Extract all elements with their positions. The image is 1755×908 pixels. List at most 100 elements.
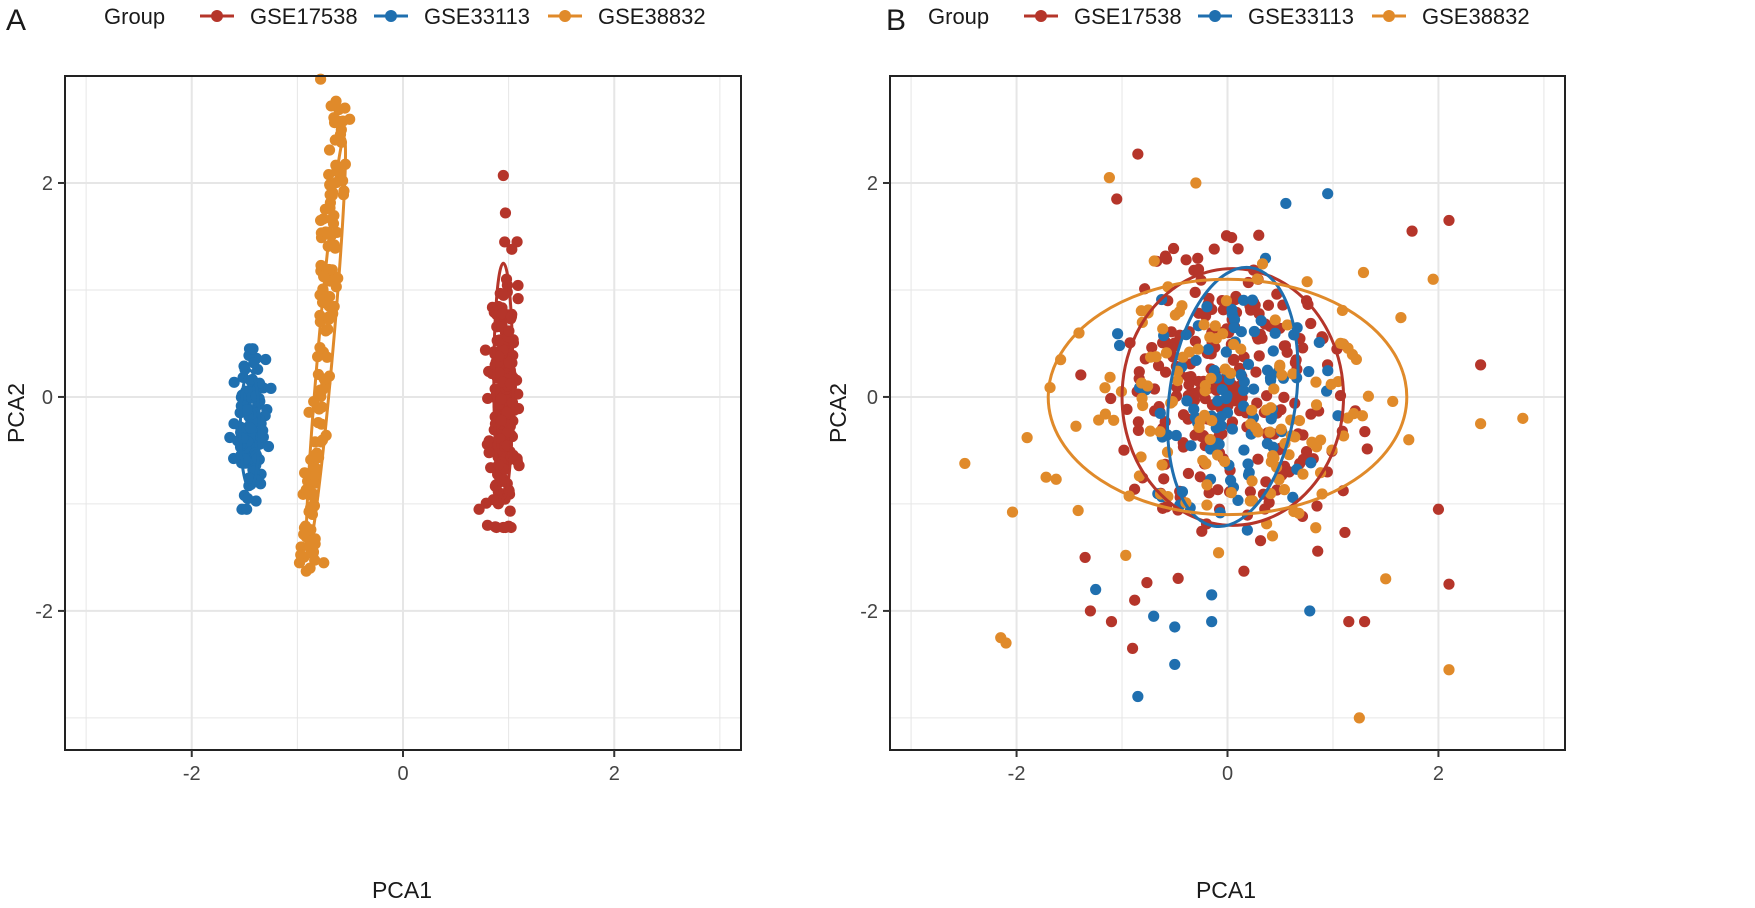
point-gse38832 bbox=[1192, 343, 1204, 355]
legend-dot-gse33113 bbox=[1209, 10, 1221, 22]
point-gse17538 bbox=[1261, 390, 1273, 402]
point-gse33113 bbox=[1201, 301, 1213, 313]
point-gse33113 bbox=[1216, 383, 1228, 396]
point-gse38832 bbox=[1246, 404, 1258, 416]
point-gse17538 bbox=[1152, 360, 1165, 372]
point-gse17538 bbox=[1361, 443, 1373, 455]
point-gse38832 bbox=[318, 557, 330, 569]
plot-area: -2 0 2 -2 0 2 bbox=[860, 75, 1566, 785]
point-gse38832 bbox=[1099, 408, 1112, 420]
legend-label-gse17538: GSE17538 bbox=[1074, 4, 1182, 29]
point-gse38832 bbox=[1293, 414, 1306, 427]
point-gse38832 bbox=[1201, 499, 1213, 511]
legend-label-gse33113: GSE33113 bbox=[424, 4, 530, 29]
pca-chart-b: B Group GSE17538 GSE33113 GSE38832 -2 0 2-… bbox=[825, 4, 1566, 903]
point-gse17538 bbox=[1359, 426, 1371, 438]
point-gse38832 bbox=[1301, 276, 1313, 288]
point-gse38832 bbox=[1357, 266, 1370, 279]
legend-title: Group bbox=[928, 4, 989, 29]
point-gse33113 bbox=[241, 404, 253, 416]
point-gse17538 bbox=[483, 435, 495, 447]
x-tick-label: 2 bbox=[1433, 763, 1444, 785]
point-gse33113 bbox=[1303, 365, 1315, 378]
y-axis-label: PCA2 bbox=[3, 383, 29, 443]
point-gse33113 bbox=[1181, 395, 1193, 407]
point-gse33113 bbox=[1090, 583, 1102, 596]
point-gse38832 bbox=[324, 179, 336, 191]
point-gse33113 bbox=[1322, 365, 1334, 377]
point-gse38832 bbox=[1212, 547, 1225, 559]
point-gse33113 bbox=[1206, 589, 1218, 601]
point-gse33113 bbox=[1169, 621, 1181, 633]
y-axis-label-b: PCA2 bbox=[825, 383, 851, 443]
point-gse33113 bbox=[1232, 494, 1244, 507]
point-gse38832 bbox=[1353, 712, 1365, 724]
legend: GSE17538 GSE33113 GSE38832 bbox=[1024, 4, 1530, 29]
ellipse-gse38832 bbox=[1046, 277, 1409, 517]
point-gse38832 bbox=[1306, 436, 1318, 448]
point-gse38832 bbox=[959, 457, 971, 470]
point-gse17538 bbox=[1312, 545, 1324, 557]
point-gse38832 bbox=[1000, 637, 1012, 649]
point-gse17538 bbox=[501, 426, 513, 439]
point-gse33113 bbox=[1206, 616, 1218, 628]
point-gse17538 bbox=[1244, 486, 1256, 498]
ellipse-gse17538 bbox=[1120, 267, 1346, 527]
point-gse38832 bbox=[1148, 255, 1160, 267]
point-gse33113 bbox=[1280, 197, 1292, 210]
point-gse38832 bbox=[1204, 433, 1216, 446]
panel-b: B Group GSE17538 GSE33113 GSE38832 -2 0 2-… bbox=[825, 0, 1755, 908]
legend-label-gse33113: GSE33113 bbox=[1248, 4, 1354, 29]
point-gse17538 bbox=[1141, 577, 1153, 589]
point-gse38832 bbox=[1337, 430, 1350, 442]
ellipse-gse38832 bbox=[304, 136, 348, 555]
point-gse38832 bbox=[1297, 468, 1309, 480]
point-gse33113 bbox=[1322, 188, 1334, 200]
point-gse38832 bbox=[1040, 471, 1052, 483]
point-gse17538 bbox=[1132, 424, 1144, 436]
point-gse38832 bbox=[1201, 479, 1213, 491]
point-gse38832 bbox=[1198, 319, 1210, 331]
point-gse38832 bbox=[328, 239, 340, 251]
point-gse38832 bbox=[1443, 664, 1455, 676]
point-gse38832 bbox=[337, 115, 349, 127]
point-gse17538 bbox=[493, 350, 505, 363]
point-gse33113 bbox=[247, 343, 259, 355]
point-gse38832 bbox=[1160, 347, 1173, 359]
point-gse38832 bbox=[1197, 454, 1209, 467]
point-gse38832 bbox=[1269, 314, 1281, 326]
point-gse17538 bbox=[1118, 444, 1130, 456]
y-tick-label: 0 bbox=[42, 387, 53, 409]
point-gse17538 bbox=[1279, 340, 1292, 352]
legend-label-gse38832: GSE38832 bbox=[1422, 4, 1530, 29]
point-gse17538 bbox=[1229, 395, 1241, 407]
point-gse38832 bbox=[1475, 418, 1487, 430]
point-gse17538 bbox=[512, 293, 524, 305]
point-gse33113 bbox=[1170, 429, 1182, 442]
point-gse17538 bbox=[1238, 565, 1250, 577]
x-tick-label: 0 bbox=[397, 763, 408, 785]
point-gse17538 bbox=[505, 521, 517, 534]
point-gse38832 bbox=[1380, 573, 1392, 585]
point-gse33113 bbox=[1214, 507, 1226, 519]
point-gse17538 bbox=[1443, 214, 1455, 227]
point-gse33113 bbox=[1313, 336, 1325, 349]
point-gse38832 bbox=[1403, 434, 1415, 446]
point-gse33113 bbox=[228, 376, 240, 388]
x-tick-label: -2 bbox=[1008, 763, 1026, 785]
point-gse33113 bbox=[1220, 346, 1232, 358]
point-gse38832 bbox=[1387, 395, 1399, 408]
point-gse38832 bbox=[1104, 371, 1116, 383]
ellipse-gse17538 bbox=[492, 261, 515, 501]
point-gse38832 bbox=[1103, 172, 1115, 184]
point-gse38832 bbox=[309, 462, 322, 474]
point-gse33113 bbox=[1242, 458, 1254, 470]
point-gse38832 bbox=[1225, 487, 1237, 499]
point-gse38832 bbox=[1265, 402, 1277, 414]
point-gse38832 bbox=[1256, 258, 1269, 270]
point-gse38832 bbox=[1427, 273, 1439, 285]
point-gse38832 bbox=[335, 124, 347, 136]
x-axis-label: PCA1 bbox=[372, 877, 432, 903]
point-gse33113 bbox=[1265, 413, 1277, 425]
y-tick-label: 2 bbox=[42, 173, 53, 195]
